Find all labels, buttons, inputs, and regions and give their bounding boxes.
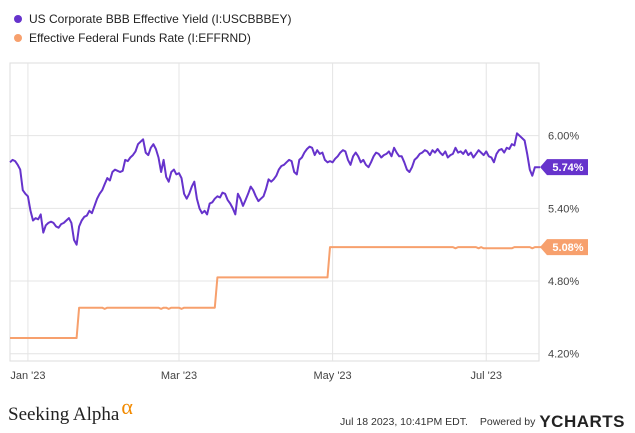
brand-name: Seeking Alpha [8,404,120,425]
ycharts-logo[interactable]: YCHARTS [539,412,625,431]
x-tick-label: Jan '23 [10,370,45,382]
legend-marker-series-1 [14,14,22,23]
y-tick-label: 5.40% [548,203,579,215]
last-value-label-2: 5.08% [552,242,583,254]
x-tick-label: May '23 [314,370,352,382]
legend-item-series-2[interactable]: Effective Federal Funds Rate (I:EFFRND) [14,28,292,47]
y-tick-label: 4.20% [548,349,579,361]
alpha-icon: α [121,394,133,419]
last-value-badge-2 [540,239,588,256]
timestamp: Jul 18 2023, 10:41PM EDT. [340,416,468,428]
powered-by-label: Powered by [479,416,536,428]
last-value-badge-1 [540,159,588,176]
legend-label-series-2: Effective Federal Funds Rate (I:EFFRND) [29,30,251,45]
y-tick-label: 4.80% [548,276,579,288]
legend-marker-series-2 [14,33,22,42]
chart-legend: US Corporate BBB Effective Yield (I:USCB… [14,9,292,47]
chart-footer: Jul 18 2023, 10:41PM EDT. Powered by YCH… [340,412,625,432]
legend-label-series-1: US Corporate BBB Effective Yield (I:USCB… [29,11,292,26]
plot-area [9,62,540,362]
series-line-2 [10,246,548,339]
last-value-label-1: 5.74% [552,162,583,174]
x-tick-label: Jul '23 [471,370,502,382]
series-line-1 [9,132,540,246]
y-tick-label: 6.00% [548,131,579,143]
seeking-alpha-logo[interactable]: Seeking Alphaα [8,394,133,426]
x-tick-label: Mar '23 [161,370,197,382]
legend-item-series-1[interactable]: US Corporate BBB Effective Yield (I:USCB… [14,9,292,28]
